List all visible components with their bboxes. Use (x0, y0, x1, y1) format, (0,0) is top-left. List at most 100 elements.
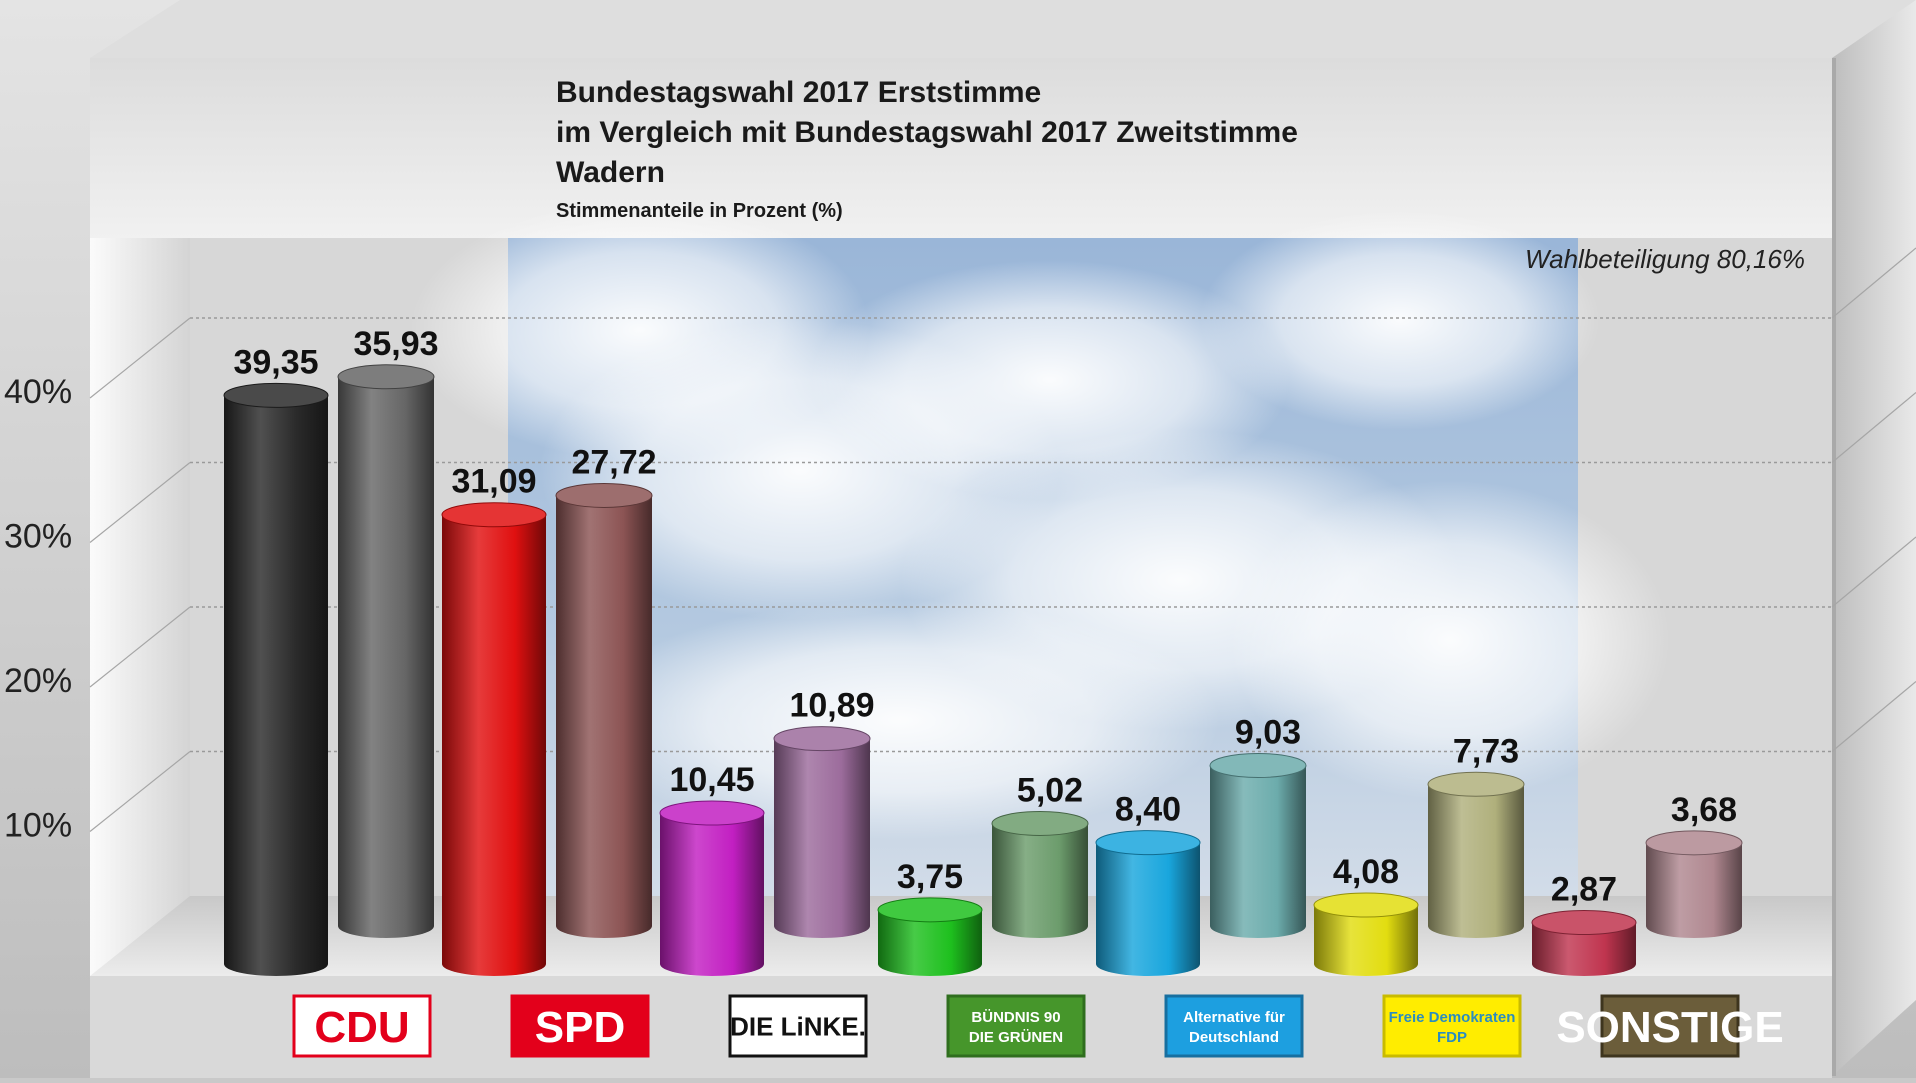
value-label-zweitstimme: 35,93 (353, 325, 438, 363)
category-label: SONSTIGE (1556, 1003, 1783, 1052)
party-logos: CDU SPD DIE LiNKE. BÜNDNIS 90 DIE GRÜNEN Alte… (292, 994, 1784, 1058)
value-label-erststimme: 8,40 (1115, 791, 1181, 829)
value-label-erststimme: 39,35 (233, 343, 318, 381)
bar-zweitstimme-5 (1427, 771, 1525, 938)
y-tick-label: 40% (4, 373, 72, 411)
title-line-2: im Vergleich mit Bundestagswahl 2017 Zwe… (556, 116, 1298, 149)
bar-zweitstimme-1 (555, 482, 653, 938)
value-label-erststimme: 3,75 (897, 858, 963, 896)
title-block: Bundestagswahl 2017 Erststimme im Vergle… (556, 76, 1298, 222)
bar-erststimme-0 (223, 382, 329, 977)
turnout-annotation: Wahlbeteiligung 80,16% (1525, 244, 1805, 274)
value-label-zweitstimme: 7,73 (1453, 732, 1519, 770)
value-label-zweitstimme: 5,02 (1017, 771, 1083, 809)
bar-erststimme-6 (1531, 910, 1637, 976)
bar-zweitstimme-2-body (774, 738, 870, 938)
bar-erststimme-2 (659, 800, 765, 976)
bar-erststimme-1-top (441, 502, 547, 528)
value-label-erststimme: 2,87 (1551, 871, 1617, 909)
bar-erststimme-0-body (224, 395, 328, 977)
gridline-side (89, 462, 191, 543)
bar-erststimme-5-top (1313, 892, 1419, 918)
bar-erststimme-1-body (442, 514, 546, 976)
y-axis: 10% 20% 30% 40% (4, 373, 72, 845)
category-label: DIE LiNKE. (730, 1011, 866, 1041)
title-line-1: Bundestagswahl 2017 Erststimme (556, 76, 1041, 109)
bars (223, 364, 1743, 977)
gridline-side (1831, 681, 1916, 752)
bar-erststimme-4-top (1095, 830, 1201, 856)
bar-erststimme-4 (1095, 830, 1201, 976)
value-label-zweitstimme: 10,89 (789, 687, 874, 725)
bar-zweitstimme-2-top (773, 726, 871, 752)
bar-zweitstimme-5-body (1428, 784, 1524, 938)
bar-zweitstimme-4 (1209, 753, 1307, 938)
value-label-zweitstimme: 3,68 (1671, 791, 1737, 829)
spd-logo: SPD (510, 994, 650, 1058)
bar-erststimme-3-top (877, 897, 983, 923)
category-label: BÜNDNIS 90 (971, 1009, 1060, 1026)
category-label: SPD (535, 1003, 625, 1052)
category-label: DIE GRÜNEN (969, 1029, 1063, 1046)
gruene-logo: BÜNDNIS 90 DIE GRÜNEN (946, 994, 1086, 1058)
linke-logo: DIE LiNKE. (728, 994, 868, 1058)
bar-erststimme-5-body (1314, 905, 1418, 976)
y-tick-label: 10% (4, 807, 72, 845)
bar-erststimme-2-body (660, 812, 764, 976)
bar-zweitstimme-1-top (555, 482, 653, 508)
category-label: Deutschland (1189, 1029, 1279, 1046)
title-line-3: Wadern (556, 156, 665, 189)
bar-erststimme-6-body (1532, 922, 1636, 976)
gridline-side (89, 606, 191, 688)
spd-logo-box (510, 994, 650, 1058)
y-tick-label: 20% (4, 662, 72, 700)
gridline-side (89, 317, 191, 399)
value-label-zweitstimme: 9,03 (1235, 714, 1301, 752)
sonstige-logo-box (1600, 994, 1740, 1058)
bar-zweitstimme-6 (1645, 830, 1743, 938)
bar-zweitstimme-1-body (556, 495, 652, 938)
category-label: Freie Demokraten (1389, 1009, 1516, 1026)
value-label-erststimme: 10,45 (669, 761, 754, 799)
bar-zweitstimme-4-top (1209, 753, 1307, 779)
y-tick-label: 30% (4, 518, 72, 556)
gridline-side (89, 751, 191, 832)
gridline-side (1831, 536, 1916, 608)
category-label: FDP (1437, 1029, 1467, 1046)
value-label-zweitstimme: 27,72 (571, 443, 656, 481)
bar-zweitstimme-0 (337, 364, 435, 938)
bar-zweitstimme-3-top (991, 810, 1089, 836)
bar-zweitstimme-6-body (1646, 842, 1742, 938)
afd-logo-box (1164, 994, 1304, 1058)
cdu-logo: CDU (292, 994, 432, 1058)
bar-zweitstimme-4-body (1210, 765, 1306, 938)
category-label: Alternative für (1183, 1009, 1285, 1026)
bar-zweitstimme-0-body (338, 376, 434, 938)
cdu-logo-box (292, 994, 432, 1058)
bar-erststimme-3 (877, 897, 983, 976)
fdp-logo-box (1382, 994, 1522, 1058)
gridline-side (1831, 247, 1916, 319)
gruene-logo-box (946, 994, 1086, 1058)
sky-clouds (410, 200, 1670, 840)
sonstige-logo: SONSTIGE (1556, 994, 1784, 1058)
bar-zweitstimme-3 (991, 810, 1089, 938)
bar-erststimme-3-body (878, 909, 982, 976)
chart-subtitle: Stimmenanteile in Prozent (%) (556, 200, 843, 222)
fdp-logo: Freie Demokraten FDP (1382, 994, 1522, 1058)
bar-zweitstimme-2 (773, 726, 871, 938)
bar-zweitstimme-0-top (337, 364, 435, 390)
bar-erststimme-6-top (1531, 910, 1637, 936)
bar-erststimme-0-top (223, 382, 329, 408)
gridline-side (1831, 392, 1916, 463)
bar-erststimme-4-body (1096, 842, 1200, 976)
grid-lines (89, 247, 1916, 832)
linke-logo-box (728, 994, 868, 1058)
category-label: CDU (314, 1003, 409, 1052)
bar-zweitstimme-3-body (992, 823, 1088, 938)
bar-erststimme-2-top (659, 800, 765, 826)
bar-erststimme-1 (441, 502, 547, 976)
value-labels: 35,93 39,35 27,72 31,09 10,89 10,45 5,02 3,75 9,… (233, 325, 1737, 909)
